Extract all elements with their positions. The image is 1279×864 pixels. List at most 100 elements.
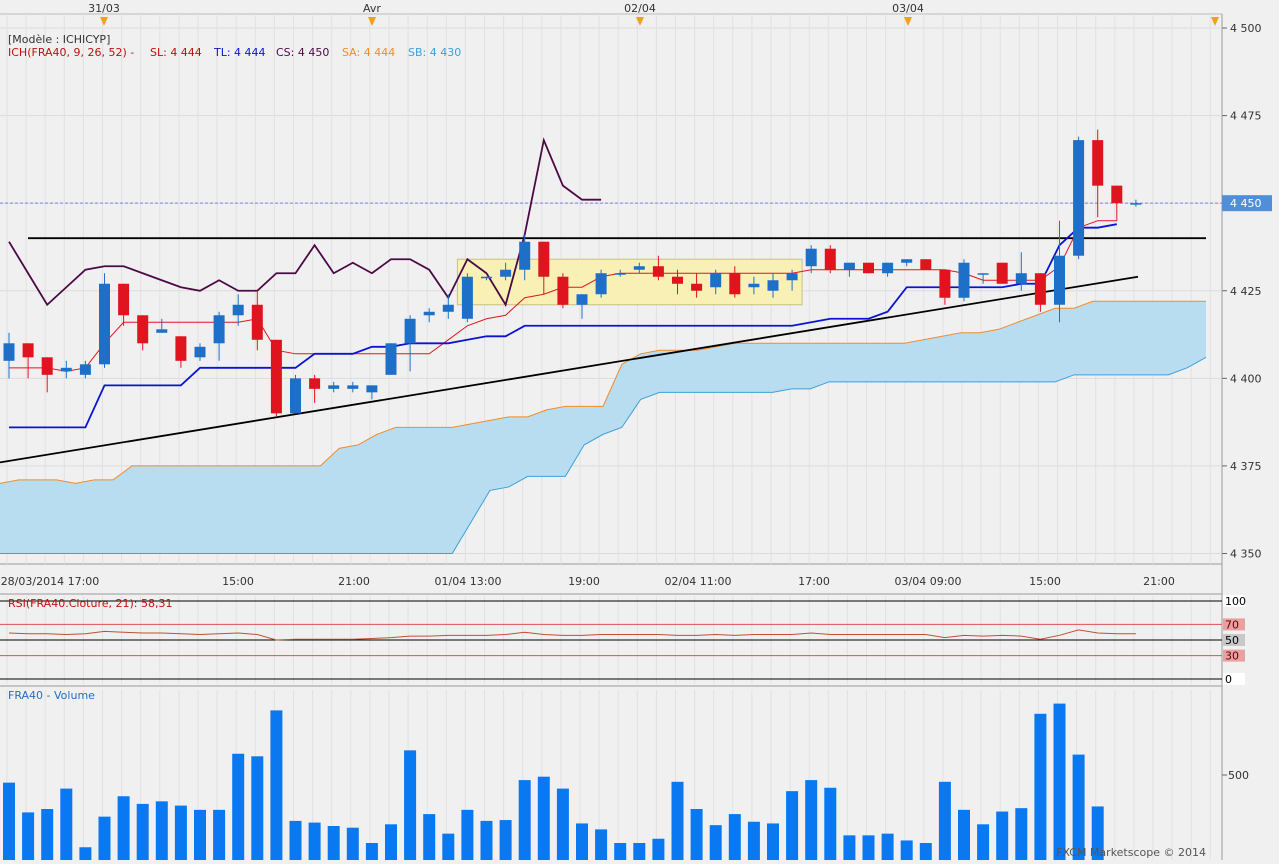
candle-body (99, 283, 110, 365)
date-label: 02/04 (624, 2, 656, 15)
volume-bars (3, 703, 1104, 860)
sb-value: SB: 4 430 (408, 46, 461, 59)
date-marker-icon (904, 17, 912, 26)
rsi-tick-badge (1223, 649, 1245, 662)
candle-body (958, 262, 970, 298)
candle-body (22, 343, 34, 358)
time-axis-label: 01/04 13:00 (435, 575, 502, 588)
price-tick-label: 4 425 (1230, 285, 1262, 298)
date-label: 03/04 (892, 2, 924, 15)
candle-body (442, 304, 454, 312)
volume-bar (633, 843, 646, 860)
candle-body (366, 385, 378, 393)
consolidation-box (456, 258, 803, 306)
candle-body (996, 262, 1008, 284)
volume-bar (690, 809, 703, 860)
time-axis-label: 21:00 (338, 575, 370, 588)
axis-labels: 31/03 Avr 02/04 03/04 4 500 4 475 4 450 4 425 4 … (1, 2, 1272, 782)
tl-value: TL: 4 444 (213, 46, 266, 59)
kijun-sen-line (9, 223, 1117, 429)
volume-bar (824, 787, 837, 860)
candle-body (1073, 140, 1085, 256)
sl-value: SL: 4 444 (150, 46, 202, 59)
volume-bar (136, 803, 149, 860)
candle-body (805, 248, 817, 267)
volume-bar (1072, 754, 1085, 860)
volume-bar (996, 811, 1009, 860)
candle-body (137, 315, 149, 344)
candle-body (60, 367, 72, 372)
candlesticks (3, 129, 1142, 417)
time-axis-label: 02/04 11:00 (665, 575, 732, 588)
candle-body (500, 269, 512, 277)
candle-body (576, 294, 588, 305)
rsi-tick-badge (1223, 634, 1245, 646)
rsi-label: RSI(FRA40.Cloture, 21): 58,31 (8, 597, 172, 610)
volume-bar (117, 796, 130, 860)
candle-body (232, 304, 244, 316)
volume-bar (614, 843, 627, 860)
volume-bar (289, 820, 302, 860)
volume-bar (60, 788, 73, 860)
volume-tick-label: 500 (1228, 769, 1249, 782)
rsi-series (0, 600, 1222, 680)
volume-bar (499, 820, 512, 860)
candle-body (156, 329, 168, 333)
candle-body (481, 276, 492, 279)
volume-bar (155, 801, 168, 860)
candle-body (385, 343, 397, 375)
volume-bar (709, 825, 722, 860)
candle-body (557, 276, 569, 305)
time-axis-label: 21:00 (1143, 575, 1175, 588)
time-axis-label: 19:00 (568, 575, 600, 588)
senkou-span-a-line (0, 300, 1206, 484)
current-price-label: 4 450 (1230, 197, 1262, 210)
candle-body (977, 273, 989, 275)
volume-bar (365, 843, 378, 860)
rising-trendline (0, 275, 1139, 464)
current-price-badge (1222, 195, 1272, 212)
candle-body (786, 273, 798, 281)
price-tick-label: 4 375 (1230, 460, 1262, 473)
volume-bar (576, 823, 588, 860)
volume-bar (747, 821, 760, 860)
senkou-span-b-line (0, 356, 1207, 554)
volume-bar (1091, 806, 1104, 860)
volume-bar (728, 814, 741, 860)
volume-bar (98, 816, 111, 860)
candle-body (41, 357, 53, 375)
volume-bar (595, 829, 608, 860)
volume-bar (346, 827, 359, 860)
candle-body (748, 283, 760, 288)
volume-bar (881, 833, 894, 860)
time-axis-label: 15:00 (222, 575, 254, 588)
time-axis-label: 17:00 (798, 575, 830, 588)
candle-body (863, 262, 874, 274)
model-label: [Modèle : ICHICYP] (8, 33, 110, 46)
volume-bar (977, 824, 990, 860)
volume-bar (958, 809, 970, 860)
volume-bar (22, 812, 35, 860)
chikou-span-line (8, 137, 602, 308)
date-marker-icon (1211, 17, 1219, 26)
consolidation-rectangle (456, 258, 803, 306)
candle-body (79, 364, 91, 375)
volume-bar (671, 781, 684, 860)
volume-bar (480, 820, 493, 860)
rsi-tick-badge (1223, 618, 1245, 631)
volume-bar (423, 814, 436, 860)
candle-body (1015, 273, 1027, 284)
volume-bar (518, 780, 531, 860)
sa-value: SA: 4 444 (342, 46, 395, 59)
candle-body (767, 280, 779, 291)
candle-body (270, 339, 282, 414)
volume-bar (556, 788, 569, 860)
volume-bar (327, 826, 340, 860)
volume-bar (843, 835, 856, 860)
candle-body (882, 262, 894, 274)
rsi-tick-label: 70 (1225, 618, 1239, 631)
price-tick-label: 4 500 (1230, 22, 1262, 35)
volume-bar (1034, 713, 1047, 860)
